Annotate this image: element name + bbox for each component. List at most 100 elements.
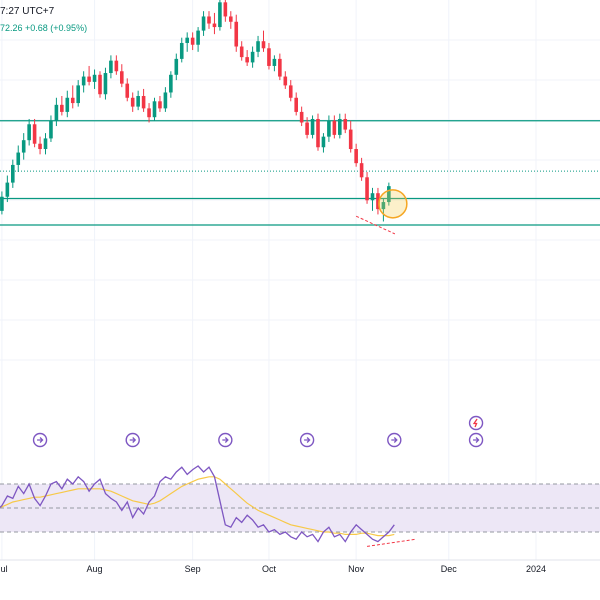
candle-body — [365, 177, 369, 201]
candle-body — [343, 118, 348, 130]
candle-body — [294, 97, 298, 112]
candle-body — [163, 92, 168, 109]
candle-body — [147, 108, 151, 118]
x-axis-tick-label: Aug — [87, 564, 103, 574]
event-arrow-glyph — [473, 437, 480, 443]
event-arrow-glyph — [129, 437, 137, 443]
candle-body — [65, 97, 70, 112]
candle-body — [218, 2, 222, 28]
candle-body — [196, 30, 200, 45]
rsi-pane — [0, 465, 600, 547]
chart-annotations — [355, 189, 408, 235]
rsi-trend-line — [366, 538, 417, 547]
candle-body — [245, 57, 249, 63]
x-axis-tick-label: Dec — [441, 564, 458, 574]
candle-body — [87, 76, 91, 82]
header-time: 7:27 UTC+7 — [0, 6, 55, 17]
candle-body — [130, 97, 135, 107]
x-axis: Jul Aug Sep Oct Nov Dec 2024 — [0, 564, 546, 574]
candle-body — [120, 71, 124, 84]
candle-body — [250, 51, 255, 63]
candle-body — [54, 104, 59, 121]
candle-body — [76, 85, 80, 104]
candle-body — [174, 58, 179, 75]
candle-body — [229, 16, 233, 22]
candle-body — [316, 118, 320, 148]
candle-body — [158, 101, 162, 109]
candle-body — [288, 85, 293, 98]
candle-body — [81, 76, 86, 86]
candle-body — [109, 60, 113, 74]
candle-body — [152, 101, 157, 118]
event-arrow-glyph — [304, 437, 311, 443]
candle-body — [11, 164, 15, 183]
candle-body — [278, 58, 282, 77]
candle-body — [179, 42, 184, 59]
candle-body — [387, 186, 391, 203]
candlestick-series — [0, 0, 391, 222]
candle-body — [272, 58, 277, 66]
lightning-glyph — [472, 418, 478, 428]
x-axis-tick-label: Nov — [348, 564, 365, 574]
candle-body — [239, 46, 244, 58]
chart-grid — [0, 0, 600, 561]
candle-body — [348, 129, 353, 150]
candle-body — [201, 16, 206, 31]
candle-body — [234, 21, 239, 47]
candle-body — [92, 74, 97, 82]
candle-body — [354, 149, 358, 164]
candle-body — [141, 96, 146, 109]
candle-body — [370, 193, 375, 201]
candle-body — [125, 83, 130, 98]
candle-body — [49, 120, 53, 139]
candle-body — [21, 140, 26, 153]
rsi-ma-line — [0, 476, 395, 537]
x-axis-tick-label: Oct — [262, 564, 277, 574]
candle-body — [338, 118, 342, 135]
candle-body — [327, 120, 331, 137]
candle-body — [332, 120, 337, 135]
candle-body — [16, 152, 21, 165]
candle-body — [267, 48, 271, 66]
event-arrow-glyph — [222, 437, 229, 443]
candle-body — [5, 182, 10, 197]
candle-body — [136, 96, 140, 107]
candle-body — [261, 41, 266, 49]
candle-body — [223, 2, 228, 17]
candle-body — [169, 74, 173, 93]
candle-body — [376, 193, 380, 210]
candle-body — [299, 111, 304, 123]
event-markers[interactable] — [32, 415, 484, 448]
candle-body — [60, 104, 64, 112]
rsi-line — [0, 465, 395, 543]
candle-body — [359, 163, 364, 178]
candle-body — [27, 124, 31, 141]
candle-body — [98, 74, 102, 95]
candle-body — [114, 60, 119, 72]
candle-body — [190, 37, 195, 45]
event-arrow-glyph — [391, 437, 398, 443]
x-axis-tick-label: 2024 — [526, 564, 546, 574]
candle-body — [38, 143, 42, 150]
candle-body — [207, 16, 211, 24]
candle-body — [70, 97, 75, 104]
candle-body — [185, 37, 189, 43]
x-axis-tick-label: Sep — [185, 564, 201, 574]
candle-body — [103, 73, 108, 95]
candle-body — [212, 23, 217, 28]
event-arrow-glyph — [37, 437, 44, 443]
x-axis-tick-label: Jul — [0, 564, 8, 574]
candle-body — [283, 76, 288, 86]
header-quote: 72.26 +0.68 (+0.95%) — [0, 23, 88, 33]
highlight-circle — [378, 189, 408, 219]
candle-body — [321, 136, 326, 148]
candle-body — [305, 122, 309, 135]
candle-body — [256, 41, 260, 52]
candle-body — [310, 118, 315, 135]
candle-body — [381, 202, 386, 210]
candle-body — [43, 138, 48, 150]
trend-line — [355, 215, 396, 235]
horizontal-levels — [0, 120, 600, 226]
rsi-band — [0, 484, 600, 532]
